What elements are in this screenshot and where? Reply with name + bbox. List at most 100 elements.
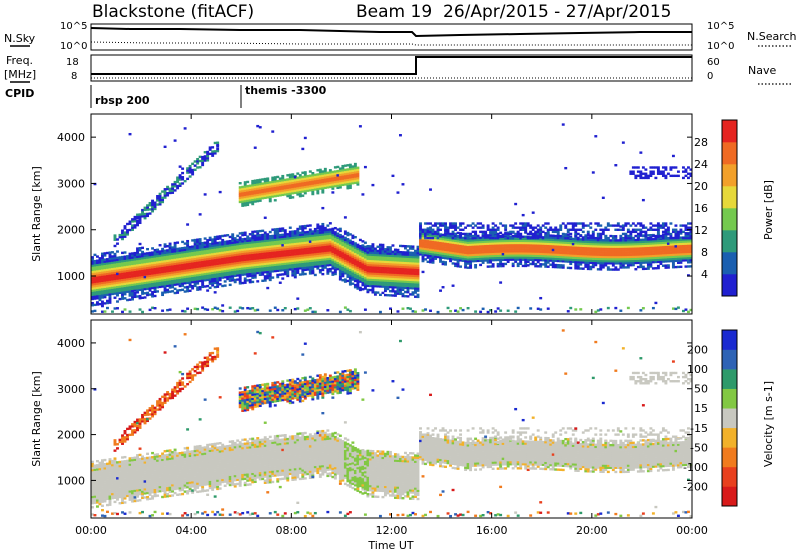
power-cell bbox=[549, 244, 553, 248]
power-cell bbox=[288, 259, 292, 263]
power-cell bbox=[178, 282, 182, 286]
power-cell bbox=[524, 241, 528, 245]
power-cell bbox=[261, 254, 265, 257]
power-cell bbox=[148, 278, 152, 282]
power-cell bbox=[363, 247, 367, 251]
power-cell bbox=[574, 308, 578, 311]
power-cell bbox=[248, 247, 252, 251]
power-cell bbox=[143, 217, 147, 220]
power-cell bbox=[158, 266, 162, 270]
power-cell bbox=[564, 243, 568, 246]
power-cell bbox=[248, 243, 252, 246]
power-cell bbox=[546, 230, 550, 234]
power-cell bbox=[213, 240, 217, 243]
power-cell bbox=[411, 276, 415, 280]
power-cell bbox=[406, 307, 410, 310]
power-cell bbox=[429, 233, 432, 237]
power-cell bbox=[549, 246, 553, 250]
power-cell bbox=[404, 261, 407, 265]
power-cell bbox=[561, 255, 565, 259]
power-cell bbox=[251, 247, 255, 250]
power-cell bbox=[173, 139, 177, 142]
power-cell bbox=[211, 273, 215, 277]
power-cell bbox=[318, 179, 322, 182]
power-cell bbox=[136, 280, 139, 284]
power-cell bbox=[293, 236, 297, 239]
power-cell bbox=[186, 256, 190, 260]
power-cell bbox=[226, 269, 230, 272]
power-cell bbox=[501, 254, 505, 257]
power-cell bbox=[456, 226, 460, 229]
power-cell bbox=[584, 246, 588, 250]
power-cell bbox=[101, 254, 104, 258]
power-cell bbox=[201, 161, 205, 165]
power-cell bbox=[248, 270, 252, 273]
power-cell bbox=[198, 250, 202, 254]
power-cell bbox=[223, 263, 227, 266]
power-cell bbox=[356, 281, 360, 284]
power-cell bbox=[371, 259, 375, 263]
power-cell bbox=[113, 292, 117, 295]
power-cell bbox=[321, 235, 325, 238]
power-cell bbox=[278, 267, 282, 270]
power-cell bbox=[313, 179, 317, 183]
power-cell bbox=[311, 236, 315, 239]
power-cell bbox=[388, 279, 392, 282]
power-cell bbox=[474, 259, 478, 263]
power-cell bbox=[203, 258, 207, 261]
power-cell bbox=[101, 267, 104, 270]
power-cell bbox=[301, 273, 305, 276]
power-cell bbox=[569, 232, 573, 236]
power-cell bbox=[333, 258, 337, 261]
power-cell bbox=[484, 234, 488, 238]
power-cell bbox=[93, 280, 97, 284]
power-cell bbox=[388, 285, 392, 289]
power-cell bbox=[251, 186, 255, 189]
power-cell bbox=[116, 250, 119, 253]
power-cell bbox=[156, 195, 160, 198]
power-cell bbox=[321, 237, 325, 240]
power-cell bbox=[381, 245, 385, 249]
power-cell bbox=[126, 259, 129, 262]
power-cell bbox=[536, 250, 540, 253]
power-cell bbox=[461, 238, 465, 242]
power-cell bbox=[406, 278, 410, 281]
power-cell bbox=[469, 237, 473, 240]
power-cell bbox=[526, 260, 530, 264]
power-cell bbox=[193, 284, 197, 288]
power-cell bbox=[511, 245, 515, 249]
power-cell bbox=[459, 228, 463, 231]
power-cell bbox=[439, 258, 442, 261]
power-cell bbox=[331, 265, 335, 268]
power-cell bbox=[191, 251, 195, 255]
power-cell bbox=[556, 232, 560, 236]
power-cell bbox=[316, 229, 320, 233]
power-cell bbox=[216, 266, 220, 270]
power-cell bbox=[146, 256, 149, 259]
power-cell bbox=[166, 270, 170, 273]
power-cell bbox=[331, 256, 335, 260]
power-cell bbox=[569, 236, 573, 240]
power-cell bbox=[156, 267, 160, 270]
power-cell bbox=[201, 279, 205, 282]
power-cell bbox=[434, 245, 437, 248]
power-cell bbox=[161, 249, 165, 253]
power-cell bbox=[581, 244, 585, 247]
power-cell bbox=[283, 272, 287, 276]
power-cell bbox=[218, 258, 222, 261]
power-cell bbox=[509, 243, 513, 247]
power-cell bbox=[136, 284, 139, 288]
power-cell bbox=[291, 181, 295, 184]
power-cell bbox=[429, 260, 432, 264]
power-cell bbox=[241, 189, 245, 193]
power-cell bbox=[449, 309, 452, 313]
beam-label: Beam 19 bbox=[356, 2, 432, 22]
power-cell bbox=[166, 276, 170, 279]
power-cell bbox=[156, 281, 160, 285]
power-cell bbox=[133, 270, 137, 274]
power-cell bbox=[449, 259, 452, 263]
power-cell bbox=[276, 232, 280, 235]
power-cell bbox=[246, 193, 250, 196]
power-cell bbox=[416, 289, 420, 292]
power-cell bbox=[291, 232, 295, 235]
